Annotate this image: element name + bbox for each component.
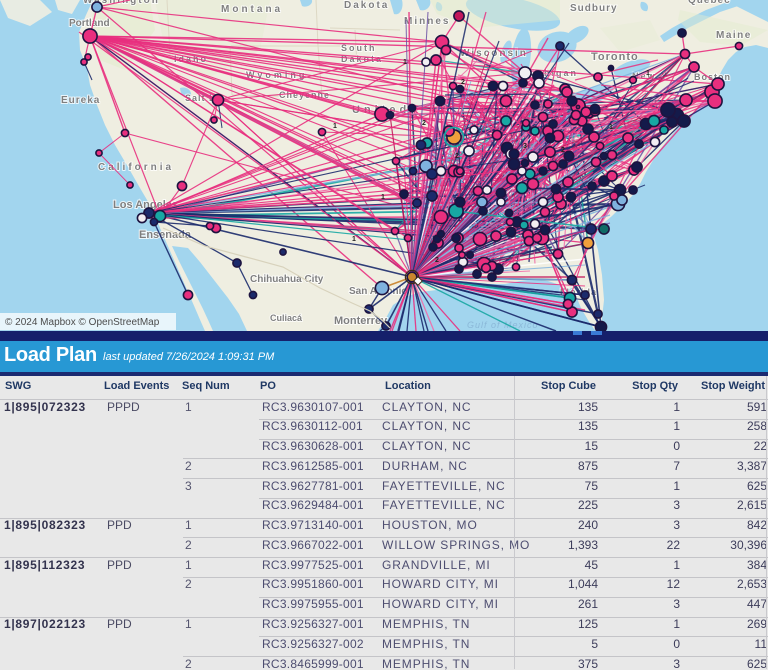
svg-text:Wisconsin: Wisconsin: [460, 48, 528, 59]
svg-text:Maine: Maine: [716, 30, 752, 41]
svg-text:Ensenada: Ensenada: [139, 229, 192, 241]
svg-text:Washington: Washington: [83, 0, 160, 6]
svg-text:Québec: Québec: [688, 0, 731, 6]
svg-text:© 2024 Mapbox © OpenStreetMap: © 2024 Mapbox © OpenStreetMap: [5, 317, 160, 328]
svg-text:2: 2: [561, 147, 565, 154]
svg-text:2: 2: [422, 120, 426, 127]
svg-text:Montana: Montana: [221, 4, 283, 15]
svg-text:1: 1: [381, 194, 385, 201]
svg-text:1: 1: [609, 124, 613, 131]
svg-text:3: 3: [523, 143, 527, 150]
svg-text:South: South: [341, 43, 377, 53]
svg-text:Toronto: Toronto: [591, 51, 639, 63]
svg-text:1: 1: [403, 59, 407, 66]
svg-text:Boston: Boston: [694, 72, 731, 82]
svg-text:Chihuahua City: Chihuahua City: [250, 274, 324, 285]
svg-text:1: 1: [333, 123, 337, 130]
svg-text:2: 2: [461, 79, 465, 86]
svg-text:Sudbury: Sudbury: [570, 3, 618, 14]
svg-text:1: 1: [352, 236, 356, 243]
svg-text:Gulf of Mexico: Gulf of Mexico: [467, 320, 539, 330]
svg-text:Idaho: Idaho: [174, 54, 208, 64]
svg-text:2: 2: [435, 257, 439, 264]
svg-text:Dakota: Dakota: [344, 0, 389, 11]
svg-text:New Y: New Y: [632, 71, 669, 81]
svg-text:Monterrey: Monterrey: [334, 315, 388, 327]
svg-text:1: 1: [646, 70, 650, 77]
svg-text:Minnes: Minnes: [404, 16, 450, 27]
svg-text:Salt L: Salt L: [185, 93, 216, 103]
svg-text:Portland: Portland: [69, 18, 110, 29]
svg-text:Culiacá: Culiacá: [270, 313, 303, 323]
svg-text:Eureka: Eureka: [61, 95, 100, 106]
svg-text:2: 2: [455, 153, 459, 160]
